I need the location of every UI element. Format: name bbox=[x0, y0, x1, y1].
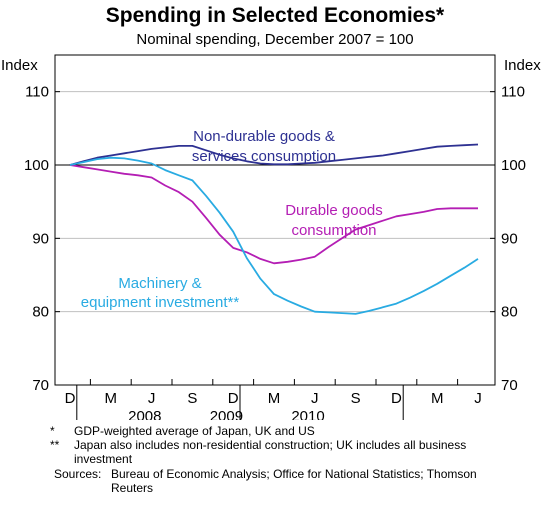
x-tick-label: D bbox=[228, 390, 239, 407]
series-line-machinery bbox=[69, 156, 479, 315]
series-label-machinery: Machinery & equipment investment** bbox=[81, 275, 240, 311]
series-label-line: Durable goods bbox=[285, 202, 383, 219]
x-year-label: 2009 bbox=[210, 408, 243, 420]
series-line-durable bbox=[69, 164, 478, 265]
y-tick-label-right: 80 bbox=[501, 304, 518, 321]
series-label-line: equipment investment** bbox=[81, 294, 240, 311]
y-tick-label-left: 80 bbox=[32, 304, 49, 321]
footnote-mark: * bbox=[50, 424, 55, 438]
series-label-line: Non-durable goods & bbox=[193, 128, 335, 145]
x-tick-label: M bbox=[268, 390, 281, 407]
chart-grid bbox=[55, 91, 495, 313]
x-tick-label: M bbox=[105, 390, 118, 407]
x-tick-label: S bbox=[351, 390, 361, 407]
series-label-durable: Durable goods consumption bbox=[285, 202, 383, 239]
series-label-nondurable: Non-durable goods & services consumption bbox=[192, 128, 336, 165]
chart-title: Spending in Selected Economies* bbox=[105, 4, 445, 27]
y-tick-label-right: 100 bbox=[501, 157, 526, 174]
series-label-line: services consumption bbox=[192, 148, 336, 165]
footnote-mark: ** bbox=[50, 438, 60, 452]
x-tick-label: S bbox=[187, 390, 197, 407]
x-year-label: 2008 bbox=[128, 408, 161, 420]
y-tick-label-left: 70 bbox=[32, 377, 49, 394]
x-tick-label: M bbox=[431, 390, 444, 407]
sources-text: Bureau of Economic Analysis; Office for … bbox=[111, 467, 477, 495]
y-tick-label-left: 90 bbox=[32, 230, 49, 247]
sources-label: Sources: bbox=[54, 467, 102, 481]
y-tick-label-left: 100 bbox=[24, 157, 49, 174]
x-tick-label: J bbox=[311, 390, 319, 407]
sources-note: Sources: Bureau of Economic Analysis; Of… bbox=[0, 467, 550, 495]
x-tick-label: D bbox=[391, 390, 402, 407]
footnote: ** Japan also includes non-residential c… bbox=[0, 438, 550, 466]
x-tick-label: J bbox=[474, 390, 482, 407]
series-line-nondurable bbox=[69, 143, 479, 166]
y-tick-label-right: 70 bbox=[501, 377, 518, 394]
y-axis-label-left: Index bbox=[1, 57, 38, 74]
x-tick-label: D bbox=[65, 390, 76, 407]
x-year-label: 2010 bbox=[291, 408, 324, 420]
footnote: * GDP-weighted average of Japan, UK and … bbox=[0, 424, 550, 438]
chart-notes: * GDP-weighted average of Japan, UK and … bbox=[0, 424, 550, 495]
x-tick-label: J bbox=[148, 390, 156, 407]
plot-frame bbox=[54, 54, 496, 386]
y-tick-label-left: 110 bbox=[25, 84, 49, 101]
y-axis-label-right: Index bbox=[504, 57, 541, 74]
footnote-text: GDP-weighted average of Japan, UK and US bbox=[74, 424, 315, 438]
y-tick-label-right: 110 bbox=[501, 84, 525, 101]
chart-series bbox=[69, 143, 479, 315]
series-label-line: consumption bbox=[291, 222, 376, 239]
y-tick-label-right: 90 bbox=[501, 230, 518, 247]
chart-subtitle: Nominal spending, December 2007 = 100 bbox=[136, 31, 414, 48]
series-label-line: Machinery & bbox=[118, 275, 201, 292]
footnote-text: Japan also includes non-residential cons… bbox=[74, 438, 467, 466]
